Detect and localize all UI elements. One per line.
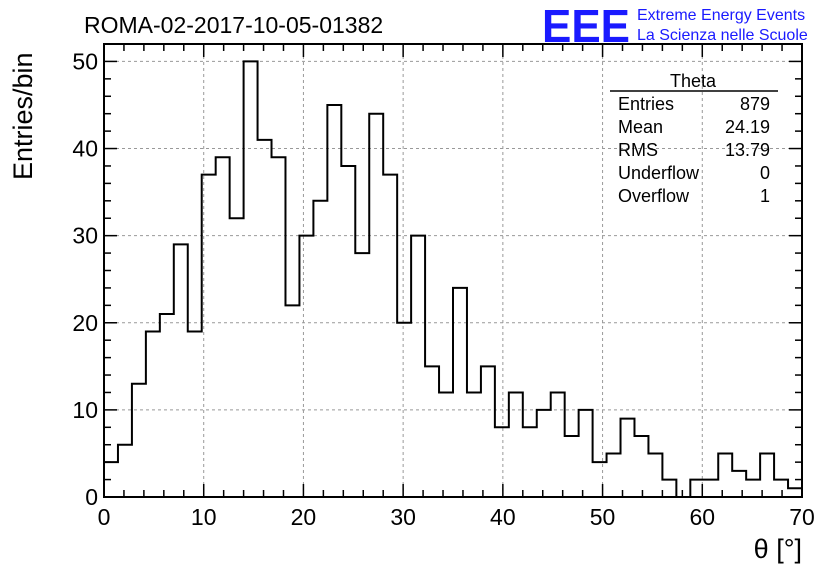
y-tick-label: 20 bbox=[72, 310, 98, 336]
stats-value-mean: 24.19 bbox=[725, 117, 770, 137]
grid bbox=[104, 44, 802, 497]
stats-label-entries: Entries bbox=[618, 94, 674, 114]
histogram-series bbox=[103, 60, 803, 498]
stats-label-rms: RMS bbox=[618, 140, 658, 160]
stats-value-rms: 13.79 bbox=[725, 140, 770, 160]
x-tick-label: 30 bbox=[390, 504, 416, 530]
plot-frame bbox=[103, 43, 803, 498]
x-tick-labels: 0 10 20 30 40 50 60 70 bbox=[98, 504, 815, 530]
x-tick-label: 70 bbox=[789, 504, 815, 530]
stats-value-underflow: 0 bbox=[760, 163, 770, 183]
x-tick-label: 50 bbox=[590, 504, 616, 530]
stats-title: Theta bbox=[670, 71, 717, 91]
stats-box: Theta Entries 879 Mean 24.19 RMS 13.79 U… bbox=[610, 71, 778, 206]
axis-ticks bbox=[103, 43, 803, 498]
y-tick-label: 30 bbox=[72, 223, 98, 249]
y-tick-label: 40 bbox=[72, 136, 98, 162]
logo-line-1: Extreme Energy Events bbox=[637, 7, 805, 24]
stats-value-overflow: 1 bbox=[760, 186, 770, 206]
plot-title: ROMA-02-2017-10-05-01382 bbox=[84, 12, 383, 38]
x-tick-label: 40 bbox=[490, 504, 516, 530]
y-tick-labels: 0 10 20 30 40 50 bbox=[72, 48, 98, 510]
eee-logo: EEE Extreme Energy Events La Scienza nel… bbox=[542, 0, 808, 52]
y-tick-label: 50 bbox=[72, 48, 98, 74]
x-tick-label: 20 bbox=[291, 504, 317, 530]
stats-value-entries: 879 bbox=[740, 94, 770, 114]
x-tick-label: 0 bbox=[98, 504, 111, 530]
x-axis-title: θ [°] bbox=[754, 534, 802, 564]
logo-line-2: La Scienza nelle Scuole bbox=[637, 27, 808, 44]
stats-label-mean: Mean bbox=[618, 117, 663, 137]
stats-label-underflow: Underflow bbox=[618, 163, 700, 183]
x-tick-label: 60 bbox=[689, 504, 715, 530]
y-tick-label: 10 bbox=[72, 397, 98, 423]
logo-mark: EEE bbox=[542, 0, 630, 52]
y-tick-label: 0 bbox=[85, 484, 98, 510]
stats-label-overflow: Overflow bbox=[618, 186, 690, 206]
y-axis-title: Entries/bin bbox=[8, 52, 38, 180]
x-tick-label: 10 bbox=[191, 504, 217, 530]
